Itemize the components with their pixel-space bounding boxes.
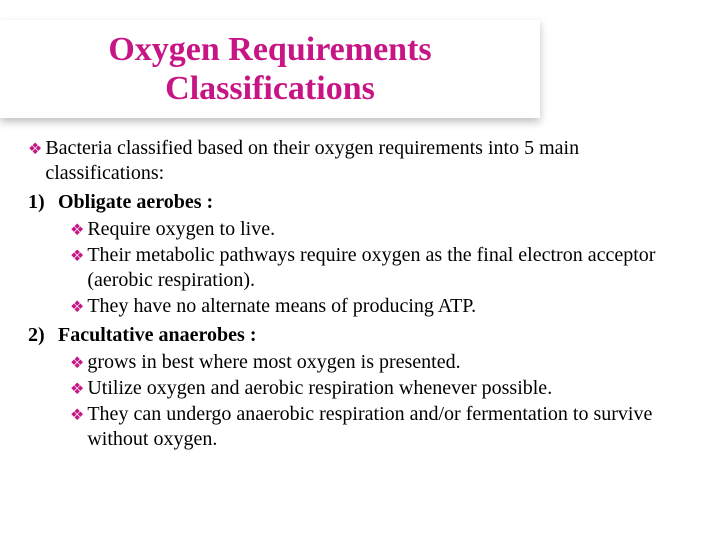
sub-text: Their metabolic pathways require oxygen …	[87, 243, 692, 293]
sub-bullet: ❖ Their metabolic pathways require oxyge…	[70, 243, 692, 293]
sub-bullet: ❖ Utilize oxygen and aerobic respiration…	[70, 376, 692, 401]
diamond-icon: ❖	[70, 247, 84, 267]
sub-bullet: ❖ They can undergo anaerobic respiration…	[70, 402, 692, 452]
list-item-1: 1) Obligate aerobes :	[28, 190, 692, 215]
intro-text: Bacteria classified based on their oxyge…	[45, 136, 692, 186]
item-number: 2)	[28, 323, 52, 348]
sub-text: Require oxygen to live.	[87, 217, 692, 242]
item-heading: Obligate aerobes :	[58, 190, 213, 215]
diamond-icon: ❖	[70, 354, 84, 374]
diamond-icon: ❖	[70, 380, 84, 400]
item-number: 1)	[28, 190, 52, 215]
diamond-icon: ❖	[70, 221, 84, 241]
slide-title: Oxygen Requirements Classifications	[0, 30, 540, 108]
sub-text: Utilize oxygen and aerobic respiration w…	[87, 376, 692, 401]
diamond-icon: ❖	[28, 140, 42, 160]
sub-text: They have no alternate means of producin…	[87, 294, 692, 319]
list-item-2: 2) Facultative anaerobes :	[28, 323, 692, 348]
sub-text: They can undergo anaerobic respiration a…	[87, 402, 692, 452]
diamond-icon: ❖	[70, 406, 84, 426]
sub-bullet: ❖ grows in best where most oxygen is pre…	[70, 350, 692, 375]
title-bar: Oxygen Requirements Classifications	[0, 20, 540, 118]
content-area: ❖ Bacteria classified based on their oxy…	[0, 136, 720, 452]
diamond-icon: ❖	[70, 298, 84, 318]
item-heading: Facultative anaerobes :	[58, 323, 257, 348]
sub-bullet: ❖ Require oxygen to live.	[70, 217, 692, 242]
intro-bullet: ❖ Bacteria classified based on their oxy…	[28, 136, 692, 186]
sub-list-2: ❖ grows in best where most oxygen is pre…	[28, 350, 692, 452]
sub-bullet: ❖ They have no alternate means of produc…	[70, 294, 692, 319]
sub-text: grows in best where most oxygen is prese…	[87, 350, 692, 375]
sub-list-1: ❖ Require oxygen to live. ❖ Their metabo…	[28, 217, 692, 319]
title-container: Oxygen Requirements Classifications	[0, 20, 720, 118]
